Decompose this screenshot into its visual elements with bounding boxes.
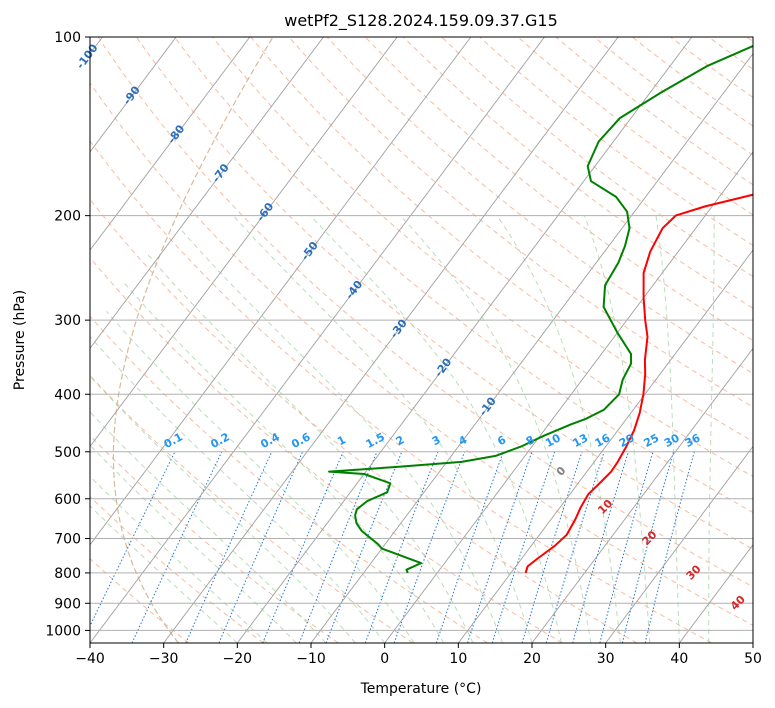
dry-adiabat-line <box>97 37 753 588</box>
y-tick-label: 600 <box>54 492 81 508</box>
mixing-ratio-label: 36 <box>683 431 703 450</box>
mixing-ratio-line <box>131 451 223 643</box>
y-tick-label: 400 <box>54 387 81 403</box>
mixing-ratio-line <box>185 451 273 643</box>
dry-adiabat-line <box>90 434 339 643</box>
y-axis-title: Pressure (hPa) <box>12 290 28 390</box>
y-tick-label: 700 <box>54 532 81 548</box>
moist-adiabat-line <box>496 215 621 643</box>
isotherm-line <box>236 37 693 643</box>
chart-title: wetPf2_S128.2024.159.09.37.G15 <box>284 11 558 31</box>
dry-adiabat-line <box>593 37 753 156</box>
x-tick-label: 30 <box>597 651 615 667</box>
moist-adiabat-line <box>655 215 680 643</box>
mixing-ratio-line <box>364 451 439 643</box>
plot-frame <box>89 36 754 644</box>
mixing-ratio-label: 25 <box>642 431 662 450</box>
mixing-ratio-line <box>491 451 556 643</box>
moist-adiabat-line <box>124 282 445 643</box>
series-line-2 <box>328 44 753 574</box>
dry-adiabat-line <box>90 82 753 626</box>
mixing-ratio-line <box>599 451 654 643</box>
mixing-ratio-line <box>545 451 605 643</box>
x-tick-label: 10 <box>449 651 467 667</box>
isotherm-line <box>384 151 753 643</box>
isotherm-line <box>310 52 753 643</box>
moist-adiabat-line <box>90 336 386 643</box>
moist-adiabat-line <box>144 251 474 643</box>
mixing-ratio-label: 16 <box>593 431 613 450</box>
dry-adiabat-line <box>135 37 753 550</box>
sounding-series <box>328 44 753 574</box>
mixing-ratio-line <box>572 451 629 643</box>
y-tick-label: 800 <box>54 566 81 582</box>
dry-adiabat-line <box>90 140 712 643</box>
x-tick-label: 50 <box>744 651 762 667</box>
mixing-ratio-line <box>521 451 583 643</box>
isotherm-line <box>163 37 619 643</box>
moist-adiabat-line <box>90 475 268 643</box>
mixing-ratio-line <box>621 451 674 643</box>
moist-adiabat-line <box>90 411 327 643</box>
mixing-ratio-line <box>262 451 344 643</box>
reference-curve <box>112 37 274 643</box>
y-tick-label: 1000 <box>45 623 81 639</box>
isotherm-line <box>90 37 545 643</box>
dry-adiabat-line <box>90 198 638 643</box>
dry-adiabat-line <box>90 374 414 643</box>
dry-adiabat-line <box>326 37 753 375</box>
isotherm-line <box>90 37 251 251</box>
dry-adiabat-line <box>555 37 753 186</box>
axes: −40 −30 −20 −10 0 10 20 30 40 50 100 200 300 400 500 60… <box>45 30 762 667</box>
mixing-ratio-label: 13 <box>571 431 591 450</box>
dry-adiabat-line <box>364 37 753 342</box>
moist-adiabat-line <box>583 215 651 643</box>
moist-adiabat-line <box>708 215 715 643</box>
mixing-ratio-label: 30 <box>662 431 682 450</box>
y-tick-label: 900 <box>54 596 81 612</box>
y-tick-label: 300 <box>54 313 81 329</box>
dry-adiabat-line <box>212 37 753 478</box>
background-lines <box>90 37 753 643</box>
isotherm-line <box>457 249 753 643</box>
moist-adiabat-line <box>90 444 297 643</box>
dry-adiabat-line <box>174 37 753 514</box>
mixing-ratio-line <box>218 451 304 643</box>
y-tick-label: 500 <box>54 445 81 461</box>
isotherm-line <box>605 445 753 643</box>
isotherm-line <box>90 37 177 153</box>
dry-adiabat-line <box>288 37 753 408</box>
moist-adiabat-line <box>232 215 533 643</box>
moist-adiabat-line <box>179 227 503 643</box>
x-tick-label: −20 <box>223 651 253 667</box>
x-tick-label: 0 <box>380 651 389 667</box>
mixing-ratio-line <box>467 451 533 643</box>
x-axis-title: Temperature (°C) <box>360 681 482 697</box>
isotherm-line <box>90 37 472 546</box>
y-tick-label: 200 <box>54 209 81 225</box>
moist-adiabat-line <box>309 215 562 643</box>
x-tick-label: −10 <box>296 651 326 667</box>
dry-adiabat-line <box>403 37 753 309</box>
moist-adiabat-line <box>90 505 238 643</box>
isotherm-line <box>531 347 753 643</box>
mixing-ratio-line <box>435 451 504 643</box>
isotherm-line <box>90 37 398 448</box>
x-tick-label: −40 <box>75 651 105 667</box>
x-tick-label: 40 <box>670 651 688 667</box>
mixing-ratio-line <box>298 451 378 643</box>
mixing-ratio-label: 10 <box>543 431 563 450</box>
dry-adiabat-line <box>250 37 753 443</box>
x-tick-label: −30 <box>149 651 179 667</box>
mixing-ratio-line <box>325 451 403 643</box>
y-tick-label: 100 <box>54 30 81 46</box>
isotherm-line <box>90 37 324 350</box>
mixing-ratio-label: 20 <box>617 431 637 450</box>
series-line-1 <box>524 193 753 574</box>
x-tick-label: 20 <box>523 651 541 667</box>
